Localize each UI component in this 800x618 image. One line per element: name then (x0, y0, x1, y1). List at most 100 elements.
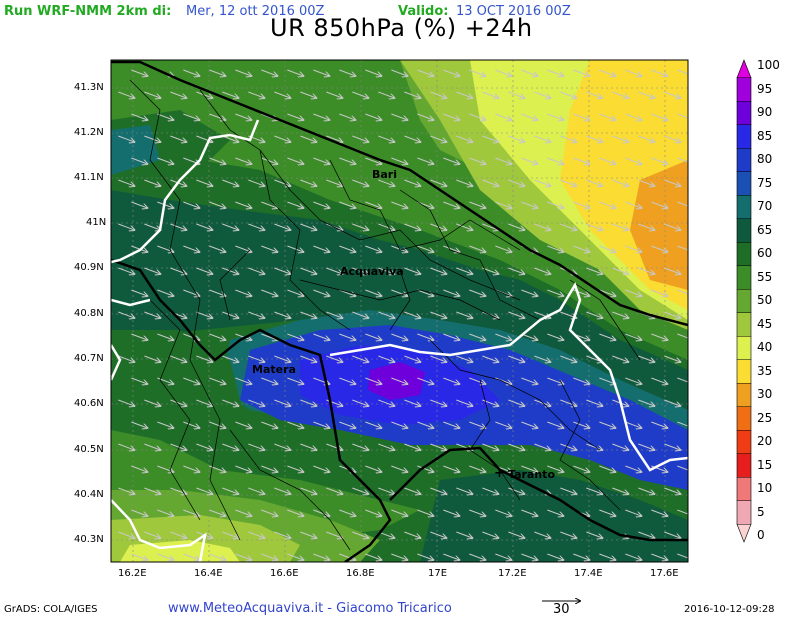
wind-vector (547, 377, 563, 384)
wind-vector (417, 289, 433, 296)
wind-vector (521, 377, 537, 384)
colorbar-label: 85 (757, 128, 773, 143)
colorbar-swatch (736, 335, 752, 361)
wind-vector (378, 355, 394, 362)
wind-vector (196, 443, 212, 450)
wind-vector (209, 157, 225, 164)
wind-vector (287, 245, 303, 252)
wind-vector (274, 223, 290, 230)
colorbar-swatch (736, 523, 752, 543)
wind-vector (443, 553, 459, 560)
wind-vector (235, 377, 251, 384)
wind-vector (547, 201, 563, 208)
footer-website-link[interactable]: www.MeteoAcquaviva.it - Giacomo Tricaric… (168, 601, 452, 616)
colorbar-swatch (736, 500, 752, 525)
wind-vector (599, 553, 615, 560)
wind-vector (352, 179, 368, 186)
wind-vector (170, 531, 186, 538)
wind-vector (235, 465, 251, 472)
wind-vector (326, 355, 342, 362)
wind-vector (131, 289, 147, 296)
wind-vector (339, 289, 355, 296)
wind-vector (443, 289, 459, 296)
wind-vector (677, 377, 688, 384)
wind-vector (248, 531, 264, 538)
wind-vector (300, 179, 316, 186)
wind-vector (274, 135, 290, 142)
wind-vector (274, 179, 290, 186)
x-label-17: 17E (428, 568, 448, 579)
wind-vector (664, 531, 680, 538)
wind-vector (274, 311, 290, 318)
colorbar-label: 60 (757, 246, 773, 260)
wind-vector (612, 135, 628, 142)
wind-vector (482, 531, 498, 538)
wind-vector (391, 465, 407, 472)
y-label-40.3: 40.3N (74, 534, 104, 545)
wind-vector (651, 201, 667, 208)
wind-vector (170, 443, 186, 450)
wind-vector (170, 223, 186, 230)
wind-vector (443, 509, 459, 516)
wind-vector (248, 179, 264, 186)
wind-vector (222, 91, 238, 98)
wind-vector (469, 421, 485, 428)
wind-vector (417, 157, 433, 164)
wind-vector (313, 509, 329, 516)
wind-vector (157, 113, 173, 120)
wind-vector (196, 223, 212, 230)
x-label-16.8: 16.8E (346, 568, 375, 579)
wind-vector (391, 289, 407, 296)
wind-vector (144, 179, 160, 186)
wind-vector (274, 531, 290, 538)
wind-vector (573, 465, 589, 472)
wind-vector (313, 289, 329, 296)
wind-vector (612, 267, 628, 274)
wind-vector (469, 289, 485, 296)
wind-vector (300, 311, 316, 318)
wind-vector (469, 69, 485, 76)
wind-vector (248, 399, 264, 406)
colorbar-swatch (736, 77, 752, 102)
wind-vector (508, 399, 524, 406)
wind-vector (612, 355, 628, 362)
colorbar-label: 50 (757, 293, 773, 307)
wind-vector (404, 443, 420, 450)
wind-vector (196, 179, 212, 186)
wind-vector (339, 245, 355, 252)
wind-vector (677, 421, 688, 428)
wind-vector (599, 113, 615, 120)
wind-vector (118, 91, 134, 98)
wind-vector (209, 553, 225, 560)
taranto-marker: + (494, 466, 505, 481)
wind-vector (443, 157, 459, 164)
wind-vector (196, 311, 212, 318)
wind-vector (391, 113, 407, 120)
wind-vector (196, 355, 212, 362)
wind-vector (222, 267, 238, 274)
wind-vector (313, 201, 329, 208)
wind-vector (365, 289, 381, 296)
wind-vector (677, 289, 688, 296)
wind-vector (287, 553, 303, 560)
wind-vector (261, 509, 277, 516)
wind-vector (313, 421, 329, 428)
wind-vector (196, 267, 212, 274)
wind-vector (313, 157, 329, 164)
wind-vector (144, 355, 160, 362)
colorbar-label: 70 (757, 199, 773, 213)
wind-vector (404, 135, 420, 142)
wind-vector (300, 91, 316, 98)
wind-vector (157, 421, 173, 428)
wind-vector (131, 333, 147, 340)
wind-vector (651, 509, 667, 516)
wind-vector (677, 465, 688, 472)
wind-vector (482, 91, 498, 98)
wind-vector (508, 443, 524, 450)
wind-vector (560, 531, 576, 538)
footer-credit-grads: GrADS: COLA/IGES (4, 604, 98, 615)
wind-vector (326, 311, 342, 318)
wind-vector (560, 443, 576, 450)
wind-vector (131, 113, 147, 120)
wind-vector (352, 223, 368, 230)
